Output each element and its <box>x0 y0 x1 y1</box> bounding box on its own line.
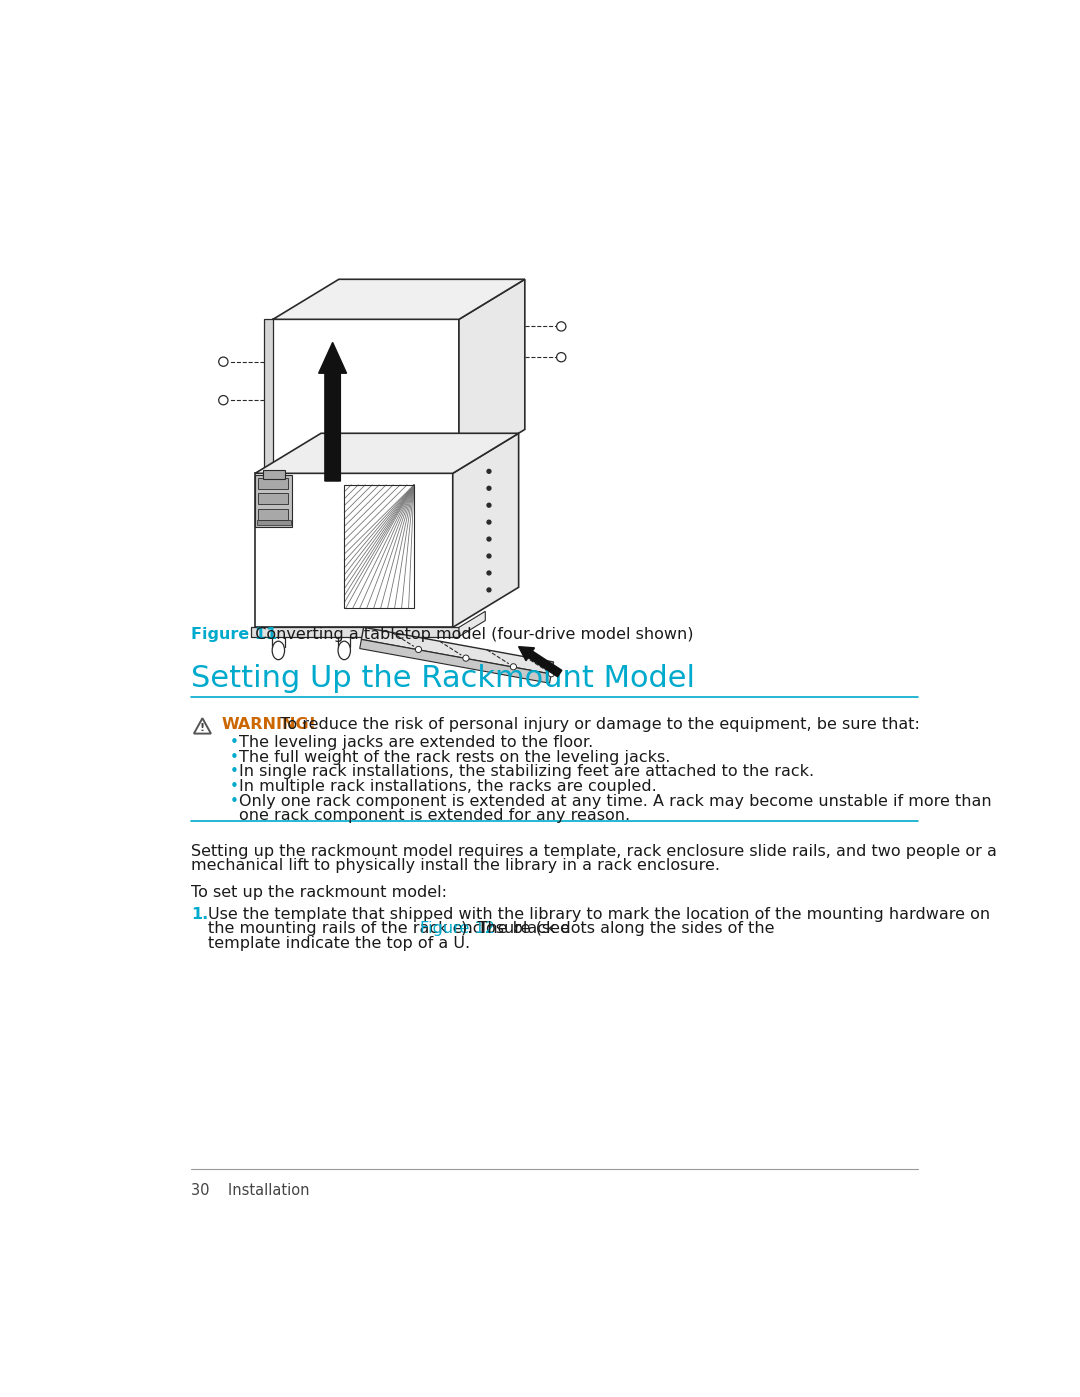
Text: •: • <box>230 764 239 780</box>
Circle shape <box>487 588 491 592</box>
Text: To reduce the risk of personal injury or damage to the equipment, be sure that:: To reduce the risk of personal injury or… <box>270 718 920 732</box>
Polygon shape <box>255 475 293 527</box>
Text: Setting Up the Rackmount Model: Setting Up the Rackmount Model <box>191 665 694 693</box>
Ellipse shape <box>272 641 284 659</box>
Text: In multiple rack installations, the racks are coupled.: In multiple rack installations, the rack… <box>239 780 657 793</box>
Text: •: • <box>230 793 239 809</box>
Text: To set up the rackmount model:: To set up the rackmount model: <box>191 886 447 900</box>
Circle shape <box>487 503 491 507</box>
Polygon shape <box>255 433 518 474</box>
Text: the mounting rails of the rack enclosure (see: the mounting rails of the rack enclosure… <box>207 922 575 936</box>
Polygon shape <box>273 279 525 320</box>
Circle shape <box>416 647 421 652</box>
Circle shape <box>549 671 554 676</box>
Text: •: • <box>230 780 239 793</box>
Circle shape <box>556 321 566 331</box>
Polygon shape <box>252 627 459 637</box>
Polygon shape <box>257 520 291 525</box>
Text: ). The black dots along the sides of the: ). The black dots along the sides of the <box>461 922 775 936</box>
Text: Setting up the rackmount model requires a template, rack enclosure slide rails, : Setting up the rackmount model requires … <box>191 844 997 859</box>
Polygon shape <box>258 493 287 504</box>
Text: Use the template that shipped with the library to mark the location of the mount: Use the template that shipped with the l… <box>207 907 990 922</box>
Polygon shape <box>362 627 554 675</box>
Polygon shape <box>264 320 273 469</box>
Circle shape <box>556 352 566 362</box>
Text: one rack component is extended for any reason.: one rack component is extended for any r… <box>239 809 630 823</box>
Text: Only one rack component is extended at any time. A rack may become unstable if m: Only one rack component is extended at a… <box>239 793 991 809</box>
Text: Figure 12: Figure 12 <box>420 922 495 936</box>
Circle shape <box>510 664 516 671</box>
Circle shape <box>487 469 491 474</box>
Polygon shape <box>264 469 273 472</box>
Text: •: • <box>230 735 239 750</box>
Circle shape <box>487 571 491 576</box>
Circle shape <box>218 395 228 405</box>
Text: mechanical lift to physically install the library in a rack enclosure.: mechanical lift to physically install th… <box>191 858 719 873</box>
Ellipse shape <box>338 641 350 659</box>
FancyArrow shape <box>319 342 347 481</box>
Text: The leveling jacks are extended to the floor.: The leveling jacks are extended to the f… <box>239 735 593 750</box>
Text: !: ! <box>200 724 205 733</box>
Circle shape <box>487 555 491 557</box>
Text: template indicate the top of a U.: template indicate the top of a U. <box>207 936 470 951</box>
Text: WARNING!: WARNING! <box>221 718 316 732</box>
Text: In single rack installations, the stabilizing feet are attached to the rack.: In single rack installations, the stabil… <box>239 764 814 780</box>
Polygon shape <box>258 509 287 520</box>
Polygon shape <box>255 474 453 627</box>
Polygon shape <box>459 612 485 637</box>
Polygon shape <box>453 433 518 627</box>
Polygon shape <box>273 320 459 469</box>
Circle shape <box>463 655 469 661</box>
Text: 1.: 1. <box>191 907 208 922</box>
Circle shape <box>218 358 228 366</box>
Text: The full weight of the rack rests on the leveling jacks.: The full weight of the rack rests on the… <box>239 750 671 764</box>
Text: 30    Installation: 30 Installation <box>191 1183 309 1199</box>
Text: Converting a tabletop model (four-drive model shown): Converting a tabletop model (four-drive … <box>245 627 693 643</box>
Polygon shape <box>262 471 284 479</box>
Text: Figure 11: Figure 11 <box>191 627 276 643</box>
Circle shape <box>487 538 491 541</box>
Polygon shape <box>258 478 287 489</box>
Polygon shape <box>459 279 525 469</box>
Bar <box>345 485 414 608</box>
Circle shape <box>487 486 491 490</box>
Polygon shape <box>360 640 551 683</box>
Circle shape <box>487 520 491 524</box>
FancyArrow shape <box>518 647 562 676</box>
Text: •: • <box>230 750 239 764</box>
